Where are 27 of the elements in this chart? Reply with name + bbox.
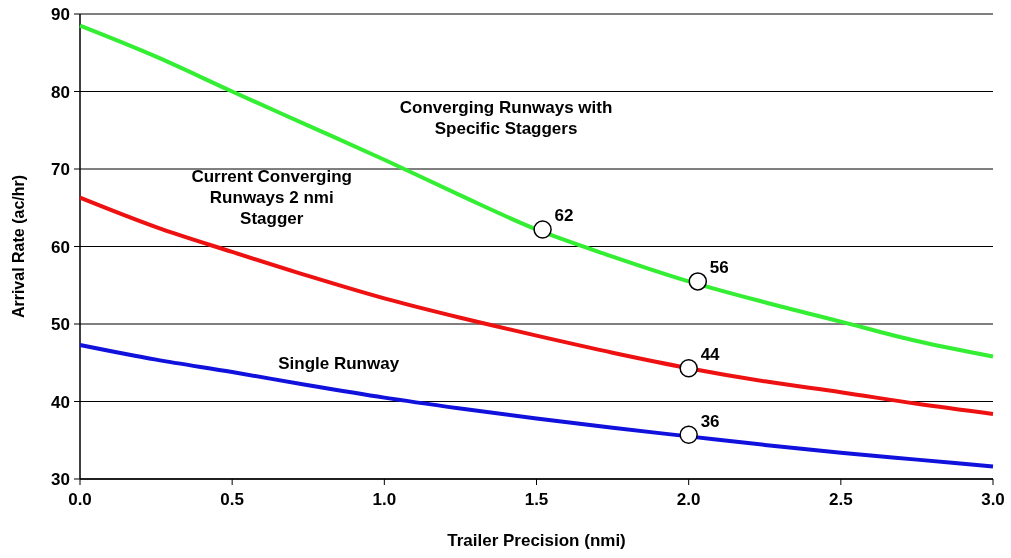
y-axis-title: Arrival Rate (ac/hr): [10, 174, 27, 319]
point: [679, 358, 698, 378]
y-tick-label: 70: [51, 160, 70, 179]
x-tick-label: 1.5: [524, 490, 549, 509]
x-tick-label: 3.0: [981, 490, 1005, 509]
x-axis-title: Trailer Precision (nmi): [447, 531, 626, 550]
series-label: Converging Runways with Specific Staggers: [399, 98, 613, 139]
data-label: 44: [700, 345, 721, 365]
point: [533, 220, 552, 239]
y-tick-label: 40: [51, 392, 70, 412]
point: [688, 272, 708, 291]
x-tick-label: 2.0: [676, 490, 701, 509]
x-tick-label: 1.0: [372, 490, 397, 509]
x-tick-label: 2.5: [829, 490, 853, 509]
y-tick-label: 50: [51, 315, 70, 334]
data-label: 56: [709, 258, 729, 278]
y-tick-label: 30: [51, 470, 70, 489]
x-tick-label: 0.5: [220, 490, 244, 509]
y-tick-label: 90: [51, 5, 70, 24]
y-tick-label: 60: [51, 237, 70, 257]
data-label: 36: [700, 411, 720, 431]
series-label: Single Runway: [278, 353, 400, 373]
data-label: 62: [554, 206, 574, 226]
point: [679, 425, 698, 445]
series-label: Current Converging Runways 2 nmi Stagger: [191, 167, 353, 229]
x-tick-label: 0.0: [68, 490, 92, 509]
y-tick-label: 80: [51, 82, 70, 102]
